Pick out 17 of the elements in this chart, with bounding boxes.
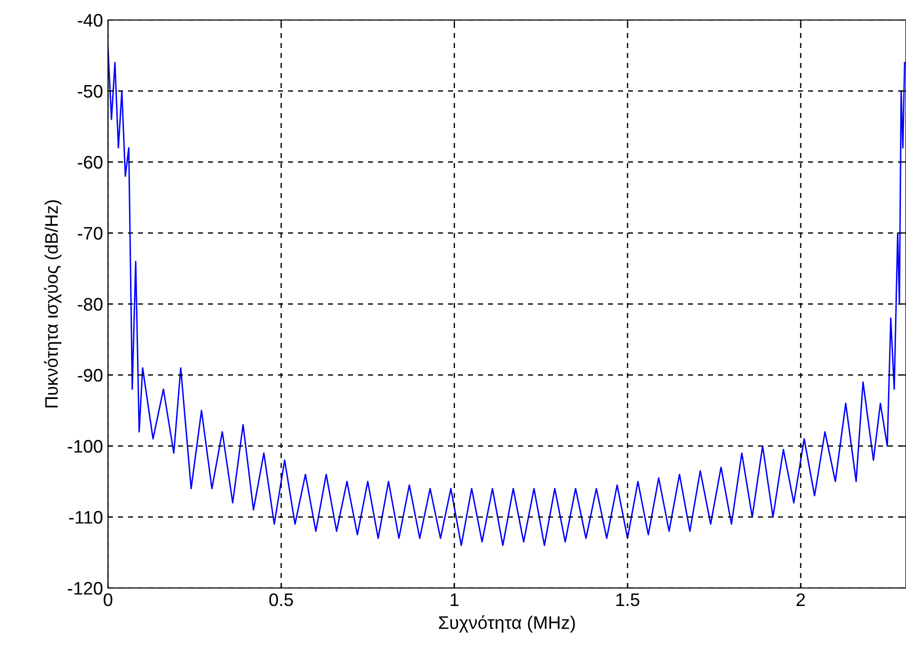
y-tick-label: -110 <box>69 510 102 524</box>
line-series <box>108 48 906 546</box>
y-tick-label: -120 <box>68 582 102 595</box>
x-tick-label: 0.5 <box>269 593 293 606</box>
y-tick-label: -40 <box>78 14 102 27</box>
x-tick-label: 1.5 <box>616 594 640 606</box>
x-tick-label: 1 <box>450 594 458 606</box>
y-tick-label: -50 <box>78 84 102 98</box>
x-axis-title: Συχνότητα (MHz) <box>438 615 575 633</box>
y-tick-label: -70 <box>78 226 102 240</box>
x-tick-label: 2 <box>796 593 805 606</box>
x-tick-label: 0 <box>104 593 112 606</box>
y-tick-label: -90 <box>78 368 102 382</box>
y-tick-label: -80 <box>78 298 102 311</box>
y-tick-label: -100 <box>68 440 102 453</box>
y-tick-label: -60 <box>78 156 102 169</box>
y-axis-title: Πυκνότητα ισχύος (dB/Hz) <box>44 200 62 408</box>
